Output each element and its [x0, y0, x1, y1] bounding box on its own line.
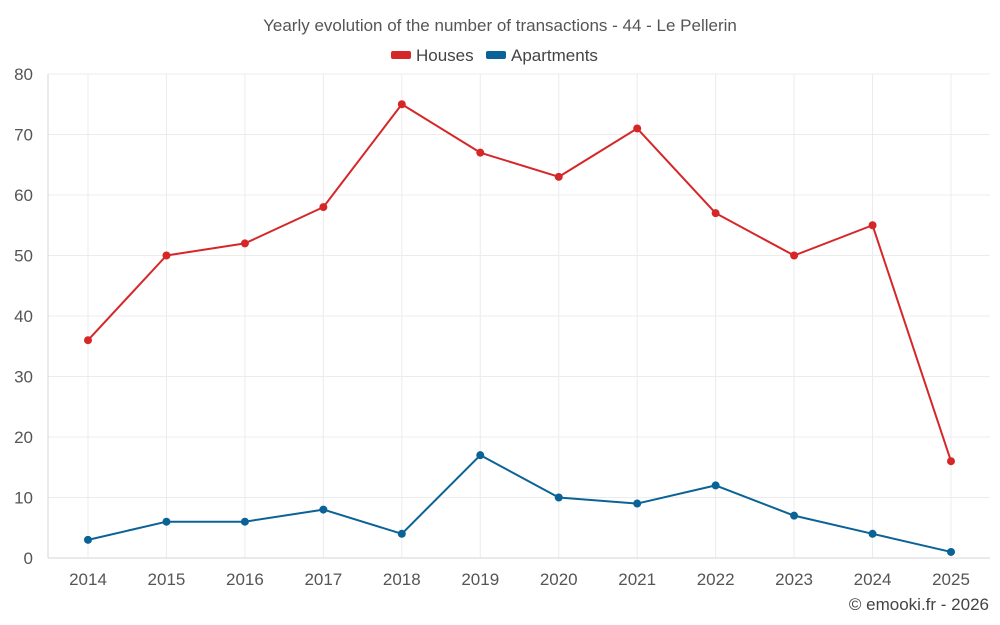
series-apartments: [84, 451, 955, 556]
data-point-houses[interactable]: [476, 148, 485, 157]
x-tick-label: 2015: [148, 570, 186, 589]
x-tick-label: 2017: [304, 570, 342, 589]
y-tick-label: 60: [14, 186, 33, 205]
x-axis: 2014 2015 2016 2017 2018 2019 2020 2021 2022 2023…: [69, 570, 970, 589]
x-tick-label: 2021: [618, 570, 656, 589]
data-point-apartments[interactable]: [868, 529, 877, 538]
x-tick-label: 2019: [461, 570, 499, 589]
data-point-houses[interactable]: [84, 336, 92, 345]
chart-title: Yearly evolution of the number of transa…: [263, 16, 737, 35]
x-tick-label: 2024: [854, 570, 892, 589]
data-point-houses[interactable]: [633, 124, 642, 133]
series-houses: [84, 100, 955, 466]
y-axis: 0 10 20 30 40 50 60 70 80: [14, 65, 33, 568]
series-layer: [84, 100, 955, 556]
data-point-apartments[interactable]: [397, 529, 406, 538]
y-tick-label: 0: [24, 549, 33, 568]
x-tick-label: 2014: [69, 570, 107, 589]
x-tick-label: 2016: [226, 570, 264, 589]
x-tick-label: 2020: [540, 570, 578, 589]
series-line-houses: [87, 103, 952, 462]
y-tick-label: 70: [14, 126, 33, 145]
legend: Houses Apartments: [391, 46, 598, 65]
data-point-apartments[interactable]: [476, 451, 485, 460]
data-point-houses[interactable]: [162, 251, 171, 260]
grid: [47, 73, 990, 559]
data-point-houses[interactable]: [711, 209, 720, 218]
data-point-houses[interactable]: [554, 172, 563, 181]
y-tick-label: 50: [14, 247, 33, 266]
data-point-apartments[interactable]: [790, 511, 799, 520]
x-tick-label: 2025: [932, 570, 970, 589]
data-point-houses[interactable]: [397, 100, 406, 109]
legend-item-houses[interactable]: Houses: [391, 46, 474, 65]
y-tick-label: 10: [14, 489, 33, 508]
data-point-apartments[interactable]: [947, 547, 955, 556]
data-point-houses[interactable]: [319, 203, 328, 212]
data-point-apartments[interactable]: [554, 493, 563, 502]
data-point-apartments[interactable]: [240, 517, 249, 526]
y-tick-label: 20: [14, 428, 33, 447]
series-line-apartments: [87, 454, 952, 553]
x-tick-label: 2023: [775, 570, 813, 589]
data-point-houses[interactable]: [947, 457, 955, 466]
legend-label: Houses: [416, 46, 474, 65]
x-tick-label: 2018: [383, 570, 421, 589]
legend-swatch: [391, 51, 411, 59]
credit-text: © emooki.fr - 2026: [849, 595, 989, 614]
x-tick-label: 2022: [697, 570, 735, 589]
data-point-apartments[interactable]: [633, 499, 642, 508]
data-point-apartments[interactable]: [162, 517, 171, 526]
legend-swatch: [486, 51, 506, 59]
legend-item-apartments[interactable]: Apartments: [486, 46, 598, 65]
y-tick-label: 80: [14, 65, 33, 84]
data-point-houses[interactable]: [240, 239, 249, 248]
data-point-houses[interactable]: [790, 251, 799, 260]
y-tick-label: 30: [14, 368, 33, 387]
legend-label: Apartments: [511, 46, 598, 65]
data-point-apartments[interactable]: [84, 535, 92, 544]
data-point-apartments[interactable]: [711, 481, 720, 490]
y-tick-label: 40: [14, 307, 33, 326]
data-point-houses[interactable]: [868, 221, 877, 230]
data-point-apartments[interactable]: [319, 505, 328, 514]
